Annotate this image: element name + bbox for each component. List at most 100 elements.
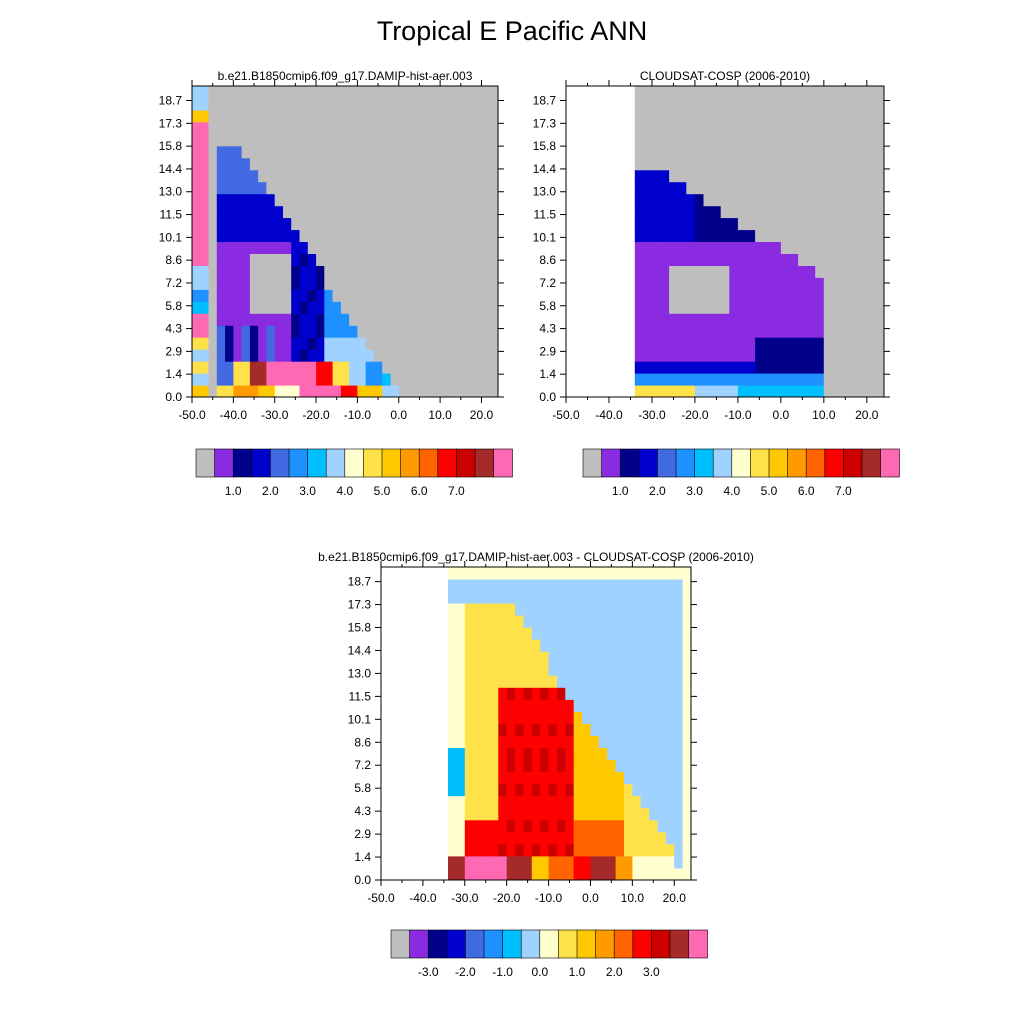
- x-tick-label: 0.0: [773, 408, 790, 422]
- heatmap-cell: [598, 603, 608, 616]
- heatmap-cell: [349, 289, 358, 302]
- heatmap-cell: [266, 229, 276, 242]
- heatmap-cell: [340, 145, 350, 159]
- heatmap-cell: [737, 241, 747, 254]
- heatmap-cell: [531, 651, 541, 664]
- heatmap-cell: [815, 205, 825, 219]
- heatmap-cell: [682, 711, 692, 724]
- heatmap-cell: [720, 277, 730, 290]
- heatmap-cell: [473, 603, 483, 616]
- heatmap-cell: [473, 687, 483, 700]
- heatmap-cell: [624, 627, 633, 640]
- heatmap-cell: [674, 639, 684, 652]
- heatmap-cell: [448, 157, 458, 171]
- heatmap-cell: [665, 759, 675, 773]
- heatmap-cell: [291, 181, 300, 195]
- heatmap-cell: [703, 193, 713, 207]
- heatmap-cell: [498, 711, 508, 724]
- heatmap-cell: [841, 217, 851, 231]
- heatmap-cell: [498, 615, 508, 628]
- heatmap-cell: [649, 579, 658, 592]
- heatmap-cell: [651, 109, 661, 123]
- heatmap-cell: [192, 229, 201, 242]
- heatmap-cell: [703, 169, 713, 183]
- heatmap-cell: [515, 615, 524, 628]
- heatmap-cell: [806, 133, 816, 147]
- heatmap-cell: [712, 205, 722, 219]
- heatmap-cell: [233, 193, 243, 207]
- heatmap-cell: [489, 627, 499, 640]
- heatmap-cell: [632, 795, 642, 809]
- heatmap-cell: [440, 385, 449, 398]
- heatmap-cell: [643, 121, 653, 135]
- heatmap-cell: [632, 747, 642, 761]
- heatmap-cell: [340, 277, 350, 290]
- heatmap-cell: [489, 349, 499, 362]
- heatmap-cell: [548, 567, 558, 580]
- heatmap-cell: [823, 361, 833, 374]
- heatmap-cell: [531, 868, 541, 881]
- heatmap-cell: [266, 325, 276, 338]
- heatmap-cell: [556, 831, 566, 845]
- heatmap-cell: [677, 157, 687, 171]
- heatmap-cell: [590, 723, 600, 736]
- heatmap-cell: [669, 169, 679, 183]
- heatmap-cell: [763, 385, 773, 398]
- heatmap-cell: [357, 385, 367, 398]
- heatmap-cell: [489, 253, 499, 266]
- heatmap-cell: [200, 157, 210, 171]
- heatmap-cell: [780, 86, 790, 99]
- heatmap-cell: [249, 277, 259, 290]
- heatmap-cell: [632, 783, 642, 797]
- heatmap-cell: [324, 289, 334, 302]
- heatmap-cell: [233, 181, 243, 195]
- heatmap-cell: [200, 193, 210, 207]
- heatmap-cell: [624, 699, 633, 712]
- x-tick-label: 20.0: [855, 408, 879, 422]
- heatmap-cell: [316, 229, 325, 242]
- heatmap-cell: [746, 337, 756, 350]
- heatmap-cell: [737, 133, 747, 147]
- heatmap-cell: [806, 289, 816, 302]
- heatmap-cell: [382, 301, 391, 314]
- heatmap-cell: [241, 121, 251, 135]
- heatmap-cell: [643, 253, 653, 266]
- heatmap-cell: [448, 145, 458, 159]
- heatmap-cell: [332, 98, 342, 111]
- heatmap-cell: [456, 747, 466, 761]
- heatmap-cell: [686, 325, 696, 338]
- heatmap-cell: [548, 735, 558, 748]
- heatmap-cell: [266, 157, 276, 171]
- heatmap-cell: [357, 325, 367, 338]
- heatmap-cell: [565, 783, 575, 797]
- heatmap-cell: [291, 229, 300, 242]
- heatmap-cell: [200, 313, 210, 326]
- heatmap-cell: [448, 747, 457, 761]
- heatmap-cell: [712, 109, 722, 123]
- heatmap-cell: [712, 181, 722, 195]
- heatmap-cell: [703, 229, 713, 242]
- heatmap-cell: [249, 98, 259, 111]
- heatmap-cell: [858, 301, 868, 314]
- heatmap-cell: [481, 385, 491, 398]
- heatmap-cell: [737, 301, 747, 314]
- heatmap-cell: [556, 735, 566, 748]
- heatmap-cell: [216, 253, 226, 266]
- heatmap-cell: [423, 121, 433, 135]
- heatmap-cell: [473, 759, 483, 773]
- heatmap-cell: [233, 109, 243, 123]
- heatmap-cell: [643, 265, 653, 278]
- heatmap-cell: [573, 627, 583, 640]
- heatmap-cell: [349, 193, 358, 207]
- heatmap-cell: [573, 735, 583, 748]
- heatmap-cell: [548, 687, 558, 700]
- heatmap-cell: [390, 109, 400, 123]
- colorbar-box: [418, 448, 439, 478]
- heatmap-cell: [365, 157, 375, 171]
- heatmap-cell: [258, 301, 267, 314]
- heatmap-cell: [515, 651, 524, 664]
- heatmap-cell: [737, 289, 747, 302]
- heatmap-cell: [473, 86, 482, 99]
- heatmap-cell: [316, 145, 325, 159]
- heatmap-cell: [651, 193, 661, 207]
